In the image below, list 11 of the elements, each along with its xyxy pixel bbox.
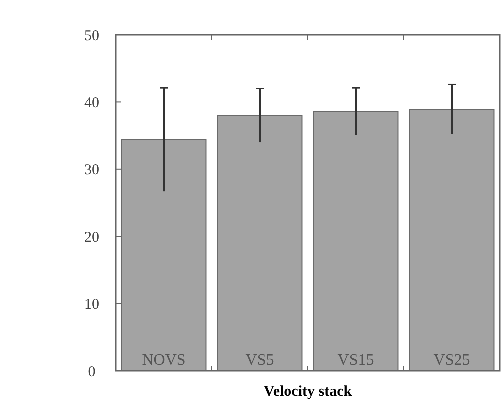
- y-tick-label: 50: [84, 28, 100, 44]
- y-tick-label: 10: [84, 297, 100, 314]
- x-tick-label: VS25: [434, 352, 470, 369]
- x-tick-label: NOVS: [142, 352, 186, 369]
- y-tick-label: 40: [84, 95, 100, 112]
- y-tick-label: 20: [84, 230, 100, 246]
- x-tick-label: VS15: [338, 352, 374, 369]
- y-tick-label: 0: [88, 364, 96, 380]
- y-tick-label: 30: [84, 162, 100, 179]
- x-tick-label: VS5: [246, 352, 274, 369]
- x-axis-title: Velocity stack: [264, 384, 353, 400]
